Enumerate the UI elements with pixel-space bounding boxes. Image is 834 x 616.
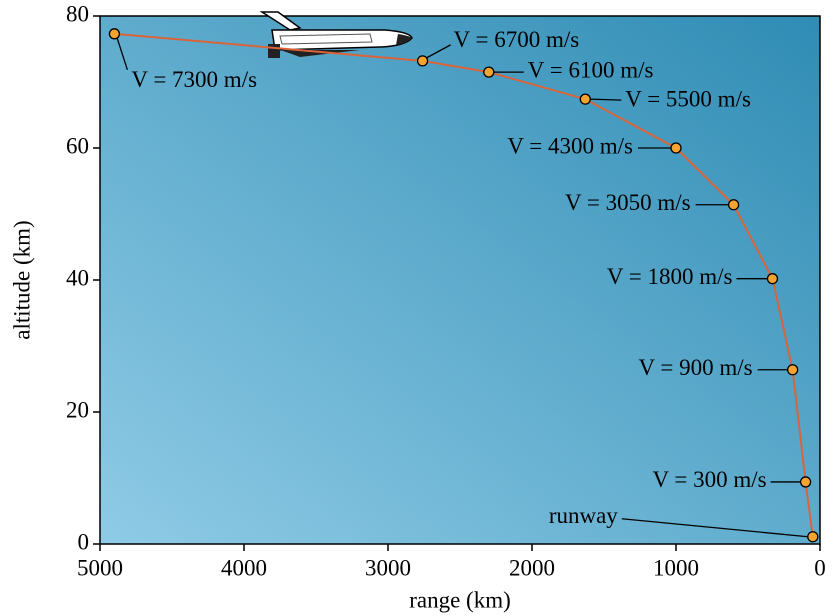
x-tick-label: 2000 xyxy=(509,555,555,580)
data-point xyxy=(483,66,495,78)
leader-line xyxy=(590,98,622,101)
plot-area xyxy=(99,15,821,545)
y-tick-label: 20 xyxy=(66,397,89,422)
point-label: V = 6700 m/s xyxy=(454,27,580,52)
leader-line xyxy=(426,44,451,59)
data-point xyxy=(108,28,121,40)
point-label: V = 300 m/s xyxy=(652,467,766,492)
leader-line xyxy=(115,35,129,71)
y-tick-label: 60 xyxy=(66,133,89,158)
data-point xyxy=(799,476,812,488)
data-point xyxy=(416,55,429,67)
point-label: V = 5500 m/s xyxy=(625,86,751,111)
data-point xyxy=(579,93,591,105)
data-point xyxy=(727,199,740,211)
x-tick-label: 4000 xyxy=(221,555,267,580)
data-point xyxy=(766,273,779,285)
x-tick-label: 1000 xyxy=(653,555,699,580)
trajectory-line xyxy=(114,32,814,537)
point-label: V = 7300 m/s xyxy=(131,67,257,92)
y-tick-label: 80 xyxy=(66,1,89,26)
point-label: V = 900 m/s xyxy=(638,355,752,380)
y-tick-label: 40 xyxy=(66,265,89,290)
leader-line xyxy=(621,518,808,538)
point-label: V = 3050 m/s xyxy=(565,190,691,215)
y-axis-label: altitude (km) xyxy=(9,220,34,339)
point-label: V = 6100 m/s xyxy=(528,57,654,82)
data-point xyxy=(786,364,799,376)
x-axis-label: range (km) xyxy=(409,587,511,612)
point-label: V = 1800 m/s xyxy=(607,264,733,289)
y-tick-label: 0 xyxy=(78,529,90,554)
data-point xyxy=(807,531,819,543)
data-point xyxy=(670,142,682,154)
point-label: runway xyxy=(549,503,618,528)
point-label: V = 4300 m/s xyxy=(507,133,633,158)
x-tick-label: 5000 xyxy=(77,555,123,580)
x-tick-label: 3000 xyxy=(365,555,411,580)
x-tick-label: 0 xyxy=(814,555,826,580)
